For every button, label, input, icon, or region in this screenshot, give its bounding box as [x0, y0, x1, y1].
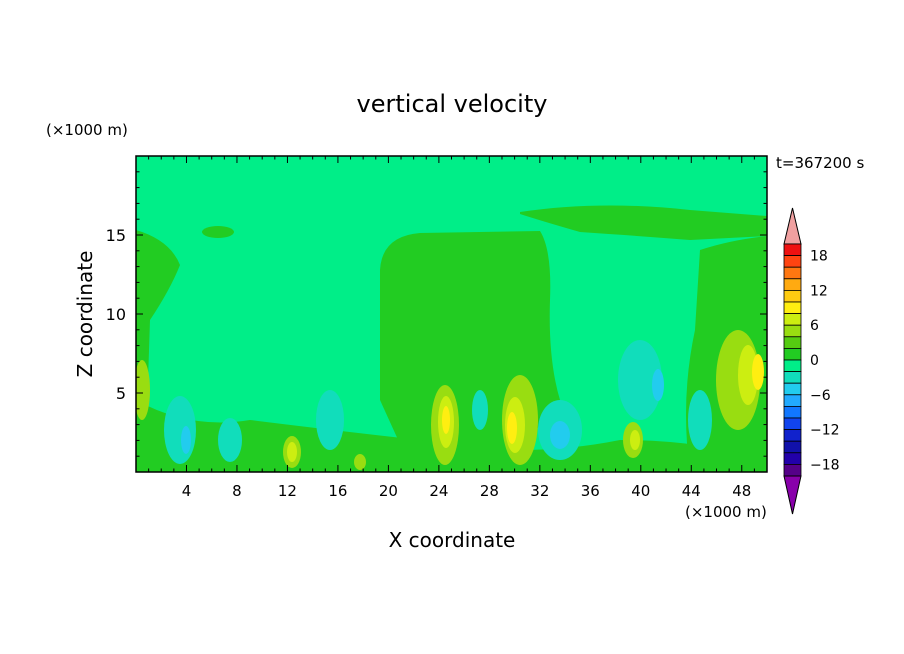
colorbar-swatch	[783, 324, 802, 338]
colorbar-swatch	[783, 347, 802, 361]
x-axis: 4 8 12 16 20 24 28 32 36 40 44 48	[148, 156, 755, 500]
y-axis: 5 10 15	[106, 171, 767, 457]
colorbar-swatch	[783, 440, 802, 454]
x-axis-label: X coordinate	[389, 528, 516, 552]
y-unit-label: (×1000 m)	[46, 121, 128, 139]
updraft-core-strong	[630, 430, 640, 450]
x-tick-label: 24	[429, 482, 448, 500]
colorbar-label: −12	[810, 423, 840, 439]
updraft-peak	[442, 406, 450, 434]
colorbar-swatch	[783, 289, 802, 303]
chart-title: vertical velocity	[357, 90, 548, 118]
downdraft-pocket	[218, 418, 242, 462]
colorbar-label: −18	[810, 457, 840, 473]
x-tick-label: 40	[631, 482, 650, 500]
y-tick-label: 10	[106, 305, 126, 324]
region-small-blob	[202, 226, 234, 238]
updraft-core-strong	[738, 345, 758, 405]
region-upper-cloud	[520, 205, 767, 240]
downdraft-core	[181, 426, 191, 454]
x-tick-label: 28	[480, 482, 499, 500]
colorbar-label: −6	[810, 388, 831, 404]
colorbar-under-arrow	[783, 475, 802, 515]
downdraft-pocket	[688, 390, 712, 450]
colorbar-swatch	[783, 417, 802, 431]
colorbar-label: 0	[810, 353, 819, 369]
y-tick-label: 15	[106, 226, 126, 245]
x-tick-label: 44	[682, 482, 701, 500]
x-tick-label: 8	[232, 482, 242, 500]
x-tick-label: 36	[581, 482, 600, 500]
updraft-core	[136, 360, 150, 420]
downdraft-pocket	[618, 340, 662, 420]
colorbar-label: 18	[810, 249, 828, 265]
downdraft-pocket	[472, 390, 488, 430]
colorbar: 18 12 6 0 −6 −12 −18	[783, 207, 840, 515]
updraft-core-strong	[287, 442, 297, 462]
colorbar-swatch	[783, 429, 802, 442]
velocity-field	[136, 156, 767, 472]
x-tick-label: 4	[182, 482, 192, 500]
colorbar-label: 12	[810, 283, 828, 299]
y-axis-label: Z coordinate	[73, 251, 97, 378]
x-tick-label: 20	[379, 482, 398, 500]
time-label: t=367200 s	[776, 154, 864, 172]
x-tick-label: 12	[278, 482, 297, 500]
colorbar-swatch	[783, 359, 802, 373]
updraft-peak	[507, 412, 517, 444]
colorbar-swatch	[783, 243, 802, 257]
colorbar-over-arrow	[783, 207, 802, 245]
colorbar-swatch	[783, 301, 802, 315]
colorbar-label: 6	[810, 318, 819, 334]
colorbar-swatch	[783, 313, 802, 326]
colorbar-swatch	[783, 394, 802, 407]
downdraft-core	[550, 421, 570, 449]
colorbar-swatch	[783, 371, 802, 384]
updraft-core	[354, 454, 366, 470]
colorbar-swatch	[783, 382, 802, 396]
colorbar-swatch	[783, 278, 802, 291]
colorbar-swatch	[783, 463, 802, 477]
x-tick-label: 16	[328, 482, 347, 500]
x-unit-label: (×1000 m)	[685, 503, 767, 521]
downdraft-core	[652, 369, 664, 401]
x-tick-label: 48	[732, 482, 751, 500]
y-tick-label: 5	[116, 384, 126, 403]
x-tick-label: 32	[530, 482, 549, 500]
colorbar-swatch	[783, 405, 802, 419]
updraft-peak	[752, 354, 764, 390]
colorbar-swatch	[783, 255, 802, 268]
colorbar-swatch	[783, 266, 802, 280]
region-left-low	[136, 230, 180, 472]
colorbar-swatch	[783, 336, 802, 349]
colorbar-swatch	[783, 452, 802, 465]
downdraft-pocket	[164, 396, 196, 464]
downdraft-pocket	[316, 390, 344, 450]
